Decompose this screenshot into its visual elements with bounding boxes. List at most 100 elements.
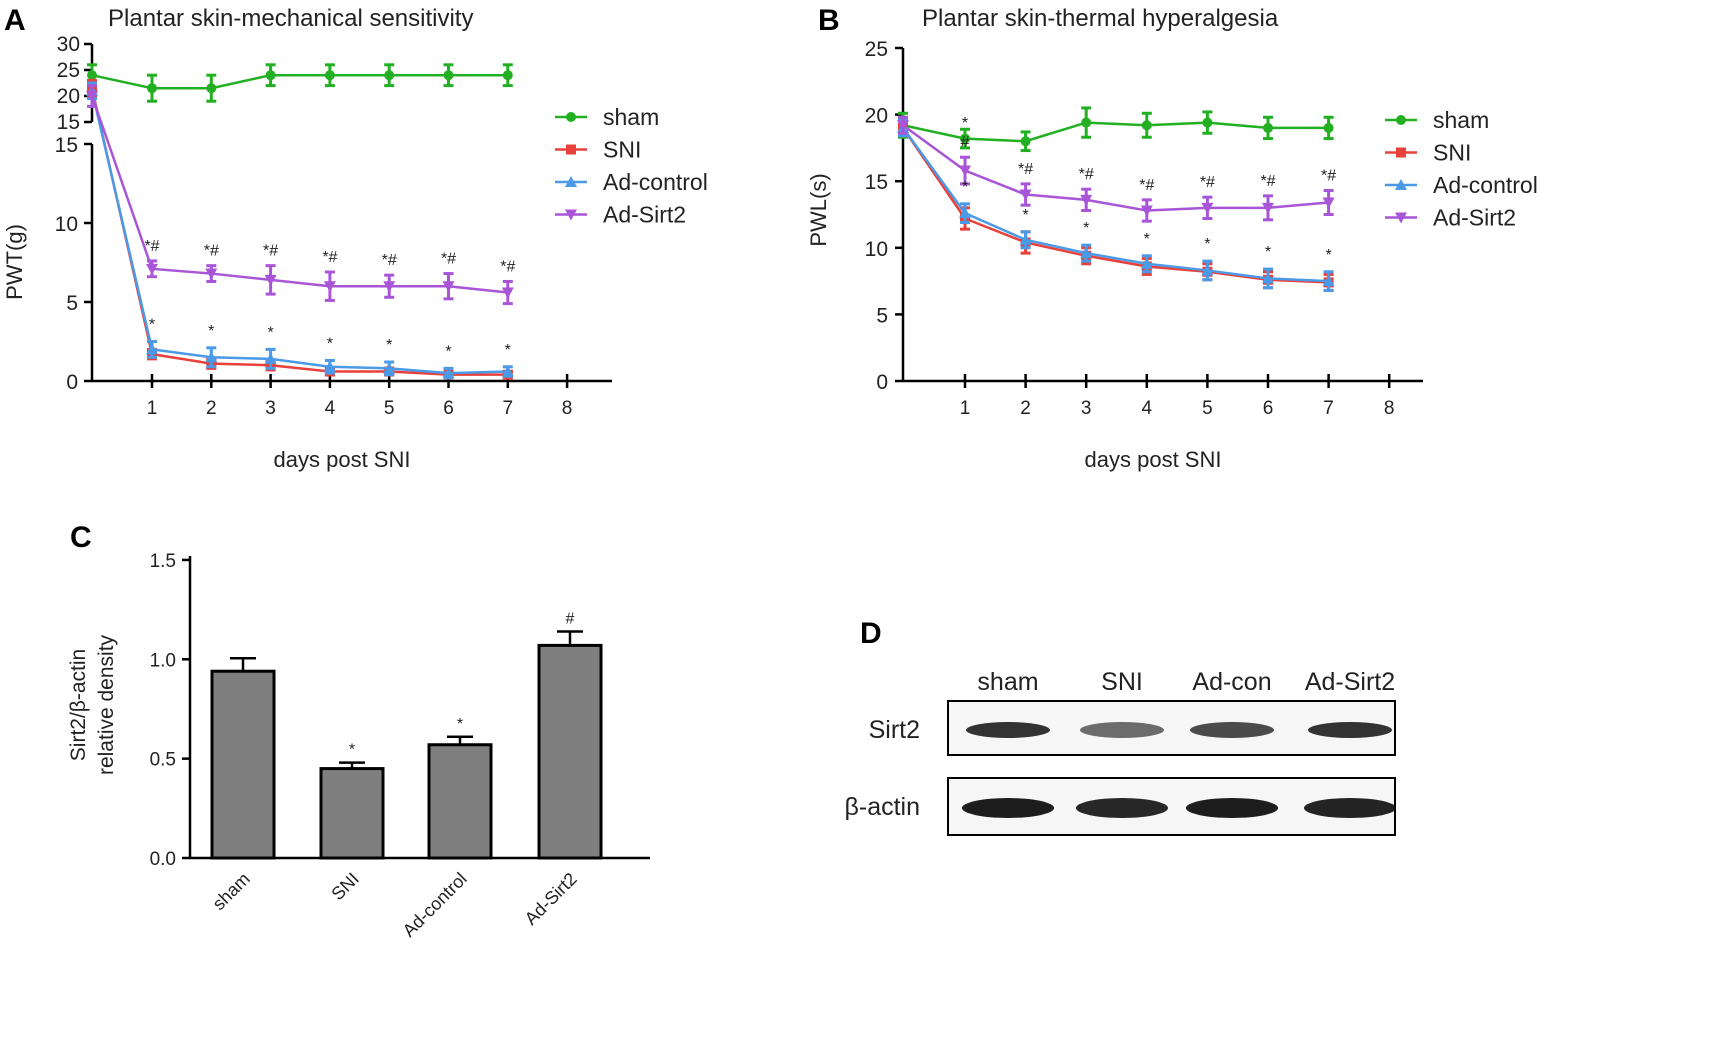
panel-b-data-point: [1080, 194, 1093, 206]
panel-a-legend-marker: [565, 209, 577, 221]
panel-a-x-tick-label: 8: [562, 398, 573, 419]
panel-b-significance-mark: *: [962, 179, 968, 196]
panel-a-data-point: [147, 83, 157, 94]
panel-a-significance-mark: *: [267, 324, 273, 341]
panel-b-x-tick-label: 3: [1081, 398, 1092, 419]
blot-row-label-beta-actin: β-actin: [844, 793, 920, 821]
blot-band-beta-actin: [962, 798, 1054, 818]
panel-a-data-point: [383, 362, 396, 374]
panel-b-data-point: [1262, 202, 1274, 214]
panel-a-y-tick-label: 15: [57, 111, 80, 134]
panel-a-data-point: [86, 91, 98, 102]
panel-b-data-point: [959, 207, 971, 219]
panel-b-significance-mark: *#: [1200, 174, 1215, 191]
panel-a-legend-marker: [566, 144, 576, 155]
panel-a-significance-mark: *#: [441, 251, 456, 268]
panel-a-significance-mark: *: [327, 335, 333, 352]
panel-b-series-line-sham: [902, 121, 1329, 143]
panel-b-title: Plantar skin-thermal hyperalgesia: [922, 5, 1279, 32]
panel-b-data-point: [1080, 247, 1093, 259]
panel-b-significance-mark: *: [1204, 236, 1210, 253]
panel-b-significance-mark: #: [961, 134, 970, 151]
panel-a-series-line-sham: [91, 73, 508, 90]
panel-a-y-tick-label: 5: [66, 292, 78, 315]
panel-c-significance-mark: *: [349, 742, 355, 759]
panel-c-significance-mark: #: [566, 610, 575, 627]
panel-c-y-label: Sirt2/β-actin: [67, 649, 90, 761]
panel-c-y-tick-label: 0.0: [150, 849, 176, 870]
panel-b-data-point: [1081, 117, 1092, 128]
panel-a-significance-mark: *: [445, 343, 451, 360]
panel-a-significance-mark: *#: [204, 243, 219, 260]
panel-b-x-tick-label: 8: [1384, 398, 1395, 419]
panel-a-data-point: [265, 70, 276, 81]
panel-c-bar-SNI: [319, 767, 385, 860]
panel-a-data-point: [264, 274, 277, 286]
panel-label-a: A: [4, 4, 26, 37]
panel-a-x-label: days post SNI: [274, 447, 411, 472]
panel-b-series-line-SNI: [901, 127, 1329, 284]
panel-a-data-point: [384, 70, 395, 81]
panel-b-series-line-Ad-Sirt2: [902, 124, 1329, 212]
panel-a-series-line-Ad-Sirt2: [90, 95, 508, 294]
panel-a-significance-mark: *: [505, 342, 511, 359]
panel-b-significance-mark: *: [1265, 244, 1271, 261]
panel-a-legend-label: SNI: [603, 137, 641, 163]
panel-a-x-tick-label: 1: [147, 398, 158, 419]
panel-label-d: D: [860, 617, 882, 650]
blot-lane-label: Ad-Sirt2: [1305, 668, 1395, 696]
panel-b-significance-mark: *: [1144, 231, 1150, 248]
blot-lane-label: SNI: [1101, 668, 1143, 696]
panel-c-y-tick-label: 1.0: [150, 650, 176, 671]
panel-b-significance-mark: *#: [1079, 166, 1094, 183]
panel-a-significance-mark: *#: [322, 249, 337, 266]
blot-lane-label: Ad-con: [1192, 668, 1271, 696]
panel-b-data-point: [1019, 189, 1032, 201]
panel-a-x-tick-label: 6: [443, 398, 454, 419]
panel-b-data-point: [1201, 264, 1214, 276]
panel-a-legend-marker: [566, 112, 576, 122]
panel-b-legend-marker: [1395, 212, 1407, 224]
panel-a-data-point: [502, 70, 513, 81]
panel-c-x-tick-label: sham: [209, 869, 254, 914]
blot-band-sirt2: [1308, 722, 1392, 738]
panel-a-significance-mark: *: [149, 317, 155, 334]
panel-c-x-tick-label: Ad-control: [399, 869, 471, 941]
panel-b-legend-label: Ad-Sirt2: [1433, 205, 1516, 231]
panel-c-bar-sham: [210, 669, 276, 860]
panel-a-legend-label: sham: [603, 104, 659, 130]
panel-b-series-line-Ad-control: [901, 127, 1329, 283]
panel-a-x-tick-label: 5: [384, 398, 395, 419]
panel-b-data-point: [1322, 197, 1335, 209]
panel-b-y-tick-label: 0: [876, 371, 888, 394]
panel-a-data-point: [324, 70, 335, 81]
panel-c-x-tick-label: SNI: [327, 869, 362, 904]
panel-b-data-point: [897, 120, 909, 132]
panel-b-data-point: [1262, 272, 1274, 284]
panel-b-significance-mark: *: [962, 115, 968, 132]
panel-b-y-tick-label: 10: [865, 238, 888, 261]
panel-b-data-point: [959, 165, 971, 177]
panel-a-y-tick-label: 30: [57, 33, 80, 56]
panel-b-x-tick-label: 4: [1142, 398, 1153, 419]
panel-b-significance-mark: *: [1083, 220, 1089, 237]
blot-band-beta-actin: [1304, 798, 1396, 818]
panel-a-y-label: PWT(g): [2, 224, 27, 300]
panel-a-significance-mark: *#: [144, 238, 159, 255]
panel-a-data-point: [442, 367, 455, 379]
panel-a-significance-mark: *#: [263, 243, 278, 260]
panel-a-y-tick-label: 20: [57, 85, 80, 108]
panel-b-data-point: [1020, 136, 1031, 147]
blot-band-beta-actin: [1186, 798, 1278, 818]
panel-label-c: C: [70, 521, 92, 554]
panel-b-legend-marker: [1396, 115, 1406, 125]
panel-a-y-tick-label: 15: [55, 134, 78, 157]
panel-b-x-tick-label: 6: [1263, 398, 1274, 419]
panel-b-x-tick-label: 5: [1202, 398, 1213, 419]
panel-a-data-point: [323, 281, 336, 293]
panel-a-data-point: [205, 351, 218, 363]
panel-a-data-point: [323, 360, 336, 372]
panel-b-x-tick-label: 1: [960, 398, 971, 419]
panel-b-data-point: [1140, 205, 1153, 217]
